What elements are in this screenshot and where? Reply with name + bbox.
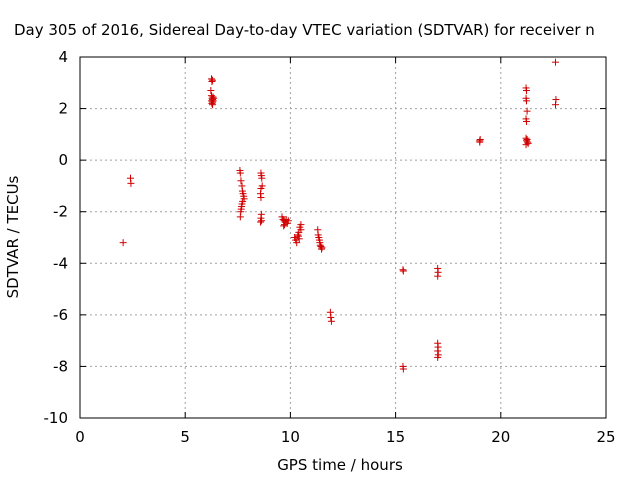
- data-point: [399, 267, 407, 275]
- data-point: [284, 217, 292, 225]
- data-point: [209, 76, 217, 84]
- x-tick-label: 15: [386, 428, 405, 446]
- x-tick-label: 20: [491, 428, 510, 446]
- data-point: [208, 77, 216, 85]
- data-point: [552, 101, 560, 109]
- data-point: [119, 239, 127, 247]
- data-point: [476, 138, 484, 146]
- data-point: [522, 141, 530, 149]
- grid: [80, 57, 606, 418]
- x-axis-title: GPS time / hours: [277, 456, 403, 474]
- data-point: [281, 221, 289, 229]
- y-tick-label: -10: [44, 409, 69, 427]
- data-point: [236, 213, 244, 221]
- data-point: [257, 194, 265, 202]
- data-point: [236, 169, 244, 177]
- data-point: [434, 272, 442, 280]
- data-point: [209, 101, 217, 109]
- data-point: [257, 218, 265, 226]
- data-points: [119, 58, 560, 373]
- x-tick-label: 0: [75, 428, 85, 446]
- y-tick-label: -2: [53, 203, 68, 221]
- data-point: [293, 239, 301, 247]
- x-tick-label: 5: [180, 428, 190, 446]
- plot-frame: [79, 56, 607, 419]
- y-tick-label: 0: [58, 151, 68, 169]
- data-point: [552, 58, 560, 66]
- data-point: [258, 217, 266, 225]
- data-point: [258, 174, 266, 182]
- x-tick-label: 10: [281, 428, 300, 446]
- x-tick-label: 25: [596, 428, 615, 446]
- data-point: [327, 313, 335, 321]
- y-tick-label: -8: [53, 357, 68, 375]
- x-tick-labels: 0 5 10 15 20 25: [75, 428, 615, 446]
- data-point: [523, 107, 531, 115]
- y-axis-title: SDTVAR / TECUs: [4, 175, 22, 298]
- data-point: [297, 226, 305, 234]
- chart-title: Day 305 of 2016, Sidereal Day-to-day VTE…: [14, 21, 595, 39]
- data-point: [318, 245, 326, 253]
- data-point: [434, 353, 442, 361]
- data-point: [434, 347, 442, 355]
- y-tick-label: -4: [53, 254, 68, 272]
- y-tick-labels: 4 2 0 -2 -4 -6 -8 -10: [44, 48, 69, 427]
- data-point: [207, 87, 215, 95]
- ticks: [79, 56, 607, 419]
- data-point: [399, 365, 407, 373]
- data-point: [294, 232, 302, 240]
- y-tick-label: 4: [58, 48, 68, 66]
- data-point: [127, 179, 135, 187]
- data-point: [327, 317, 335, 325]
- data-point: [237, 177, 245, 185]
- data-point: [280, 222, 288, 230]
- y-tick-label: 2: [58, 100, 68, 118]
- data-point: [522, 117, 530, 125]
- data-point: [209, 97, 217, 105]
- data-point: [522, 87, 530, 95]
- y-tick-label: -6: [53, 306, 68, 324]
- data-point: [522, 97, 530, 105]
